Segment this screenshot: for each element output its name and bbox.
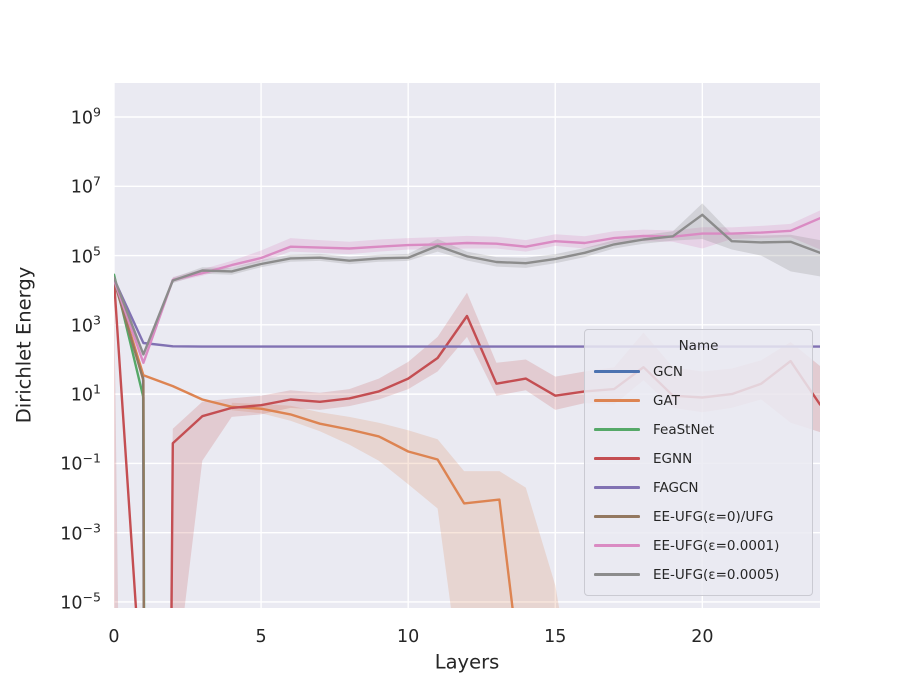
band-ee-ufg-eps0001: [172, 210, 820, 283]
legend-item-egnn: EGNN: [594, 444, 812, 473]
legend-item-gcn: GCN: [594, 357, 812, 386]
legend-label: EGNN: [653, 450, 693, 467]
legend-label: EE-UFG(ε=0.0001): [653, 537, 780, 554]
line-gat: [114, 278, 514, 608]
legend-item-ee-ufg-eps0: EE-UFG(ε=0)/UFG: [594, 502, 812, 531]
legend-item-ee-ufg-eps0005: EE-UFG(ε=0.0005): [594, 560, 812, 589]
legend-line-sample-ee-ufg-eps0: [594, 515, 640, 518]
legend-label: FAGCN: [653, 479, 699, 496]
legend-item-gat: GAT: [594, 386, 812, 415]
legend-item-feastnet: FeaStNet: [594, 415, 812, 444]
legend-line-sample-egnn: [594, 457, 640, 460]
legend: Name GCN GAT FeaStNet EGNN FAGCN EE-UFG(ε=0)/…: [584, 329, 813, 596]
legend-line-sample-gcn: [594, 370, 640, 373]
legend-line-sample-ee-ufg-eps0005: [594, 573, 640, 576]
legend-label: GAT: [653, 392, 680, 409]
legend-items: GCN GAT FeaStNet EGNN FAGCN EE-UFG(ε=0)/UFG EE…: [594, 357, 812, 589]
legend-title: Name: [678, 338, 719, 354]
line-ee-ufg-eps0005: [114, 213, 820, 356]
line-ee-ufg-eps0: [114, 279, 146, 608]
band-egnn: [114, 279, 119, 608]
x-axis-label: Layers: [434, 650, 500, 674]
y-axis-label: Dirichlet Energy: [12, 266, 36, 424]
legend-label: FeaStNet: [653, 421, 715, 438]
legend-line-sample-gat: [594, 399, 640, 402]
legend-line-sample-ee-ufg-eps0001: [594, 544, 640, 547]
line-ee-ufg-eps0001: [114, 216, 820, 364]
legend-label: GCN: [653, 363, 683, 380]
legend-line-sample-feastnet: [594, 428, 640, 431]
legend-label: EE-UFG(ε=0.0005): [653, 566, 780, 583]
legend-line-sample-fagcn: [594, 486, 640, 489]
legend-item-fagcn: FAGCN: [594, 473, 812, 502]
legend-item-ee-ufg-eps0001: EE-UFG(ε=0.0001): [594, 531, 812, 560]
band-gat: [231, 402, 560, 608]
legend-label: EE-UFG(ε=0)/UFG: [653, 508, 774, 525]
